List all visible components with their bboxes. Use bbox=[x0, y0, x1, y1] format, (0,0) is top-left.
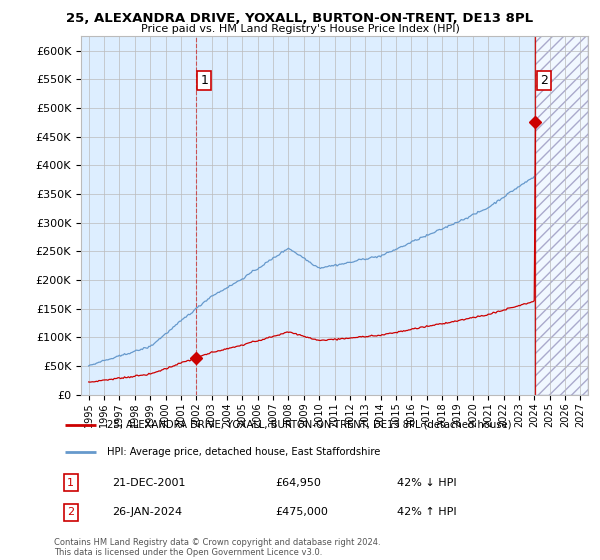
Text: 2: 2 bbox=[67, 507, 74, 517]
Bar bbox=[535, 36, 588, 395]
Text: 26-JAN-2024: 26-JAN-2024 bbox=[112, 507, 182, 517]
Text: 42% ↑ HPI: 42% ↑ HPI bbox=[397, 507, 457, 517]
Text: 1: 1 bbox=[67, 478, 74, 488]
Text: Price paid vs. HM Land Registry's House Price Index (HPI): Price paid vs. HM Land Registry's House … bbox=[140, 24, 460, 34]
Text: 25, ALEXANDRA DRIVE, YOXALL, BURTON-ON-TRENT, DE13 8PL: 25, ALEXANDRA DRIVE, YOXALL, BURTON-ON-T… bbox=[67, 12, 533, 25]
Text: 25, ALEXANDRA DRIVE, YOXALL, BURTON-ON-TRENT, DE13 8PL (detached house): 25, ALEXANDRA DRIVE, YOXALL, BURTON-ON-T… bbox=[107, 419, 511, 430]
Bar bbox=[535, 36, 588, 395]
Text: 2: 2 bbox=[540, 74, 548, 87]
Text: HPI: Average price, detached house, East Staffordshire: HPI: Average price, detached house, East… bbox=[107, 447, 380, 457]
Text: £64,950: £64,950 bbox=[276, 478, 322, 488]
Text: 21-DEC-2001: 21-DEC-2001 bbox=[112, 478, 185, 488]
Text: £475,000: £475,000 bbox=[276, 507, 329, 517]
Text: 1: 1 bbox=[200, 74, 208, 87]
Text: 42% ↓ HPI: 42% ↓ HPI bbox=[397, 478, 457, 488]
Text: Contains HM Land Registry data © Crown copyright and database right 2024.
This d: Contains HM Land Registry data © Crown c… bbox=[54, 538, 380, 557]
